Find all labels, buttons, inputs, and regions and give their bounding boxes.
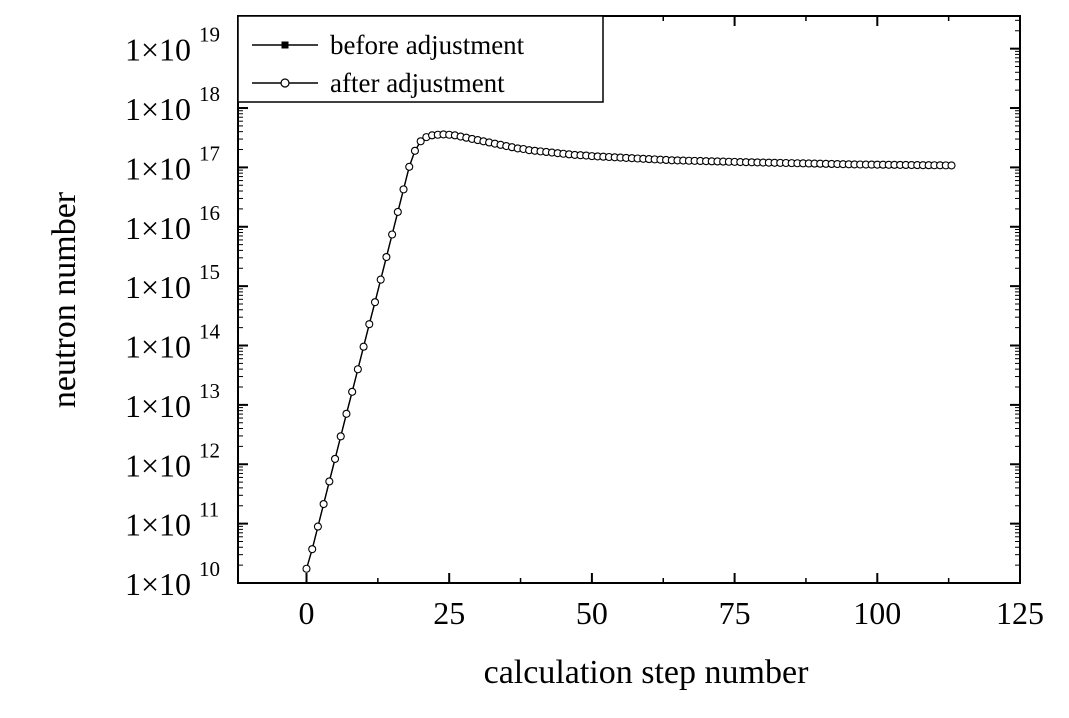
y-tick-exponent: 13 — [199, 379, 220, 403]
y-tick-label: 1×10 — [125, 507, 191, 543]
data-point-after — [410, 146, 419, 155]
data-point-after — [359, 342, 368, 351]
legend-label-before: before adjustment — [330, 30, 525, 60]
data-point-after — [313, 522, 322, 531]
y-tick-label: 1×10 — [125, 32, 191, 68]
data-point-after — [325, 477, 334, 486]
y-tick-exponent: 11 — [199, 498, 219, 522]
y-tick-exponent: 15 — [199, 260, 220, 284]
x-tick-label: 0 — [298, 595, 314, 631]
data-point-after — [308, 545, 317, 554]
data-point-after — [319, 499, 328, 509]
x-tick-label: 75 — [719, 595, 751, 631]
legend: before adjustment after adjustment — [237, 15, 604, 103]
data-point-after — [370, 298, 380, 307]
legend-marker-before — [281, 41, 289, 49]
data-point-after — [336, 432, 345, 441]
y-tick-exponent: 10 — [199, 557, 220, 581]
data-point-after — [405, 162, 414, 171]
data-point-after — [382, 252, 391, 262]
x-axis: 0 25 50 75 100 125 — [298, 16, 1044, 631]
series-line-after — [305, 133, 952, 569]
x-axis-title: calculation step number — [484, 654, 809, 691]
y-tick-exponent: 18 — [199, 82, 220, 106]
y-tick-exponent: 16 — [199, 201, 220, 225]
y-tick-exponent: 17 — [199, 141, 220, 165]
data-point-after — [330, 454, 340, 463]
legend-marker-after — [280, 78, 290, 88]
data-point-after — [399, 185, 408, 194]
series-layer — [302, 130, 956, 573]
y-tick-label: 1×10 — [125, 150, 191, 186]
data-point-after — [353, 365, 362, 374]
y-tick-exponent: 12 — [199, 438, 220, 462]
y-tick-label: 1×10 — [125, 447, 191, 483]
y-axis: 1×10 10 1×10 11 1×10 12 1×10 13 1×10 14 1×10 15 1×10… — [125, 19, 1020, 602]
data-point-after — [388, 230, 397, 239]
data-point-after — [376, 275, 385, 284]
data-point-after — [302, 564, 311, 573]
data-point-after — [342, 409, 351, 418]
data-point-after — [365, 320, 374, 329]
y-tick-exponent: 14 — [199, 320, 221, 344]
legend-label-after: after adjustment — [330, 68, 505, 98]
data-point-after — [416, 137, 425, 146]
y-tick-label: 1×10 — [125, 566, 191, 602]
x-tick-label: 125 — [996, 595, 1044, 631]
data-point-after — [393, 207, 402, 216]
x-tick-label: 100 — [853, 595, 901, 631]
y-axis-title: neutron number — [46, 191, 83, 408]
y-tick-label: 1×10 — [125, 210, 191, 246]
y-tick-label: 1×10 — [125, 329, 191, 365]
y-tick-label: 1×10 — [125, 269, 191, 305]
y-tick-exponent: 19 — [199, 23, 220, 47]
series-line-before — [305, 133, 952, 569]
data-point-after — [947, 161, 956, 170]
x-tick-label: 50 — [576, 595, 608, 631]
y-tick-label: 1×10 — [125, 388, 191, 424]
y-tick-label: 1×10 — [125, 91, 191, 127]
data-point-after — [348, 387, 357, 396]
x-tick-label: 25 — [433, 595, 465, 631]
legend-box — [237, 15, 604, 103]
